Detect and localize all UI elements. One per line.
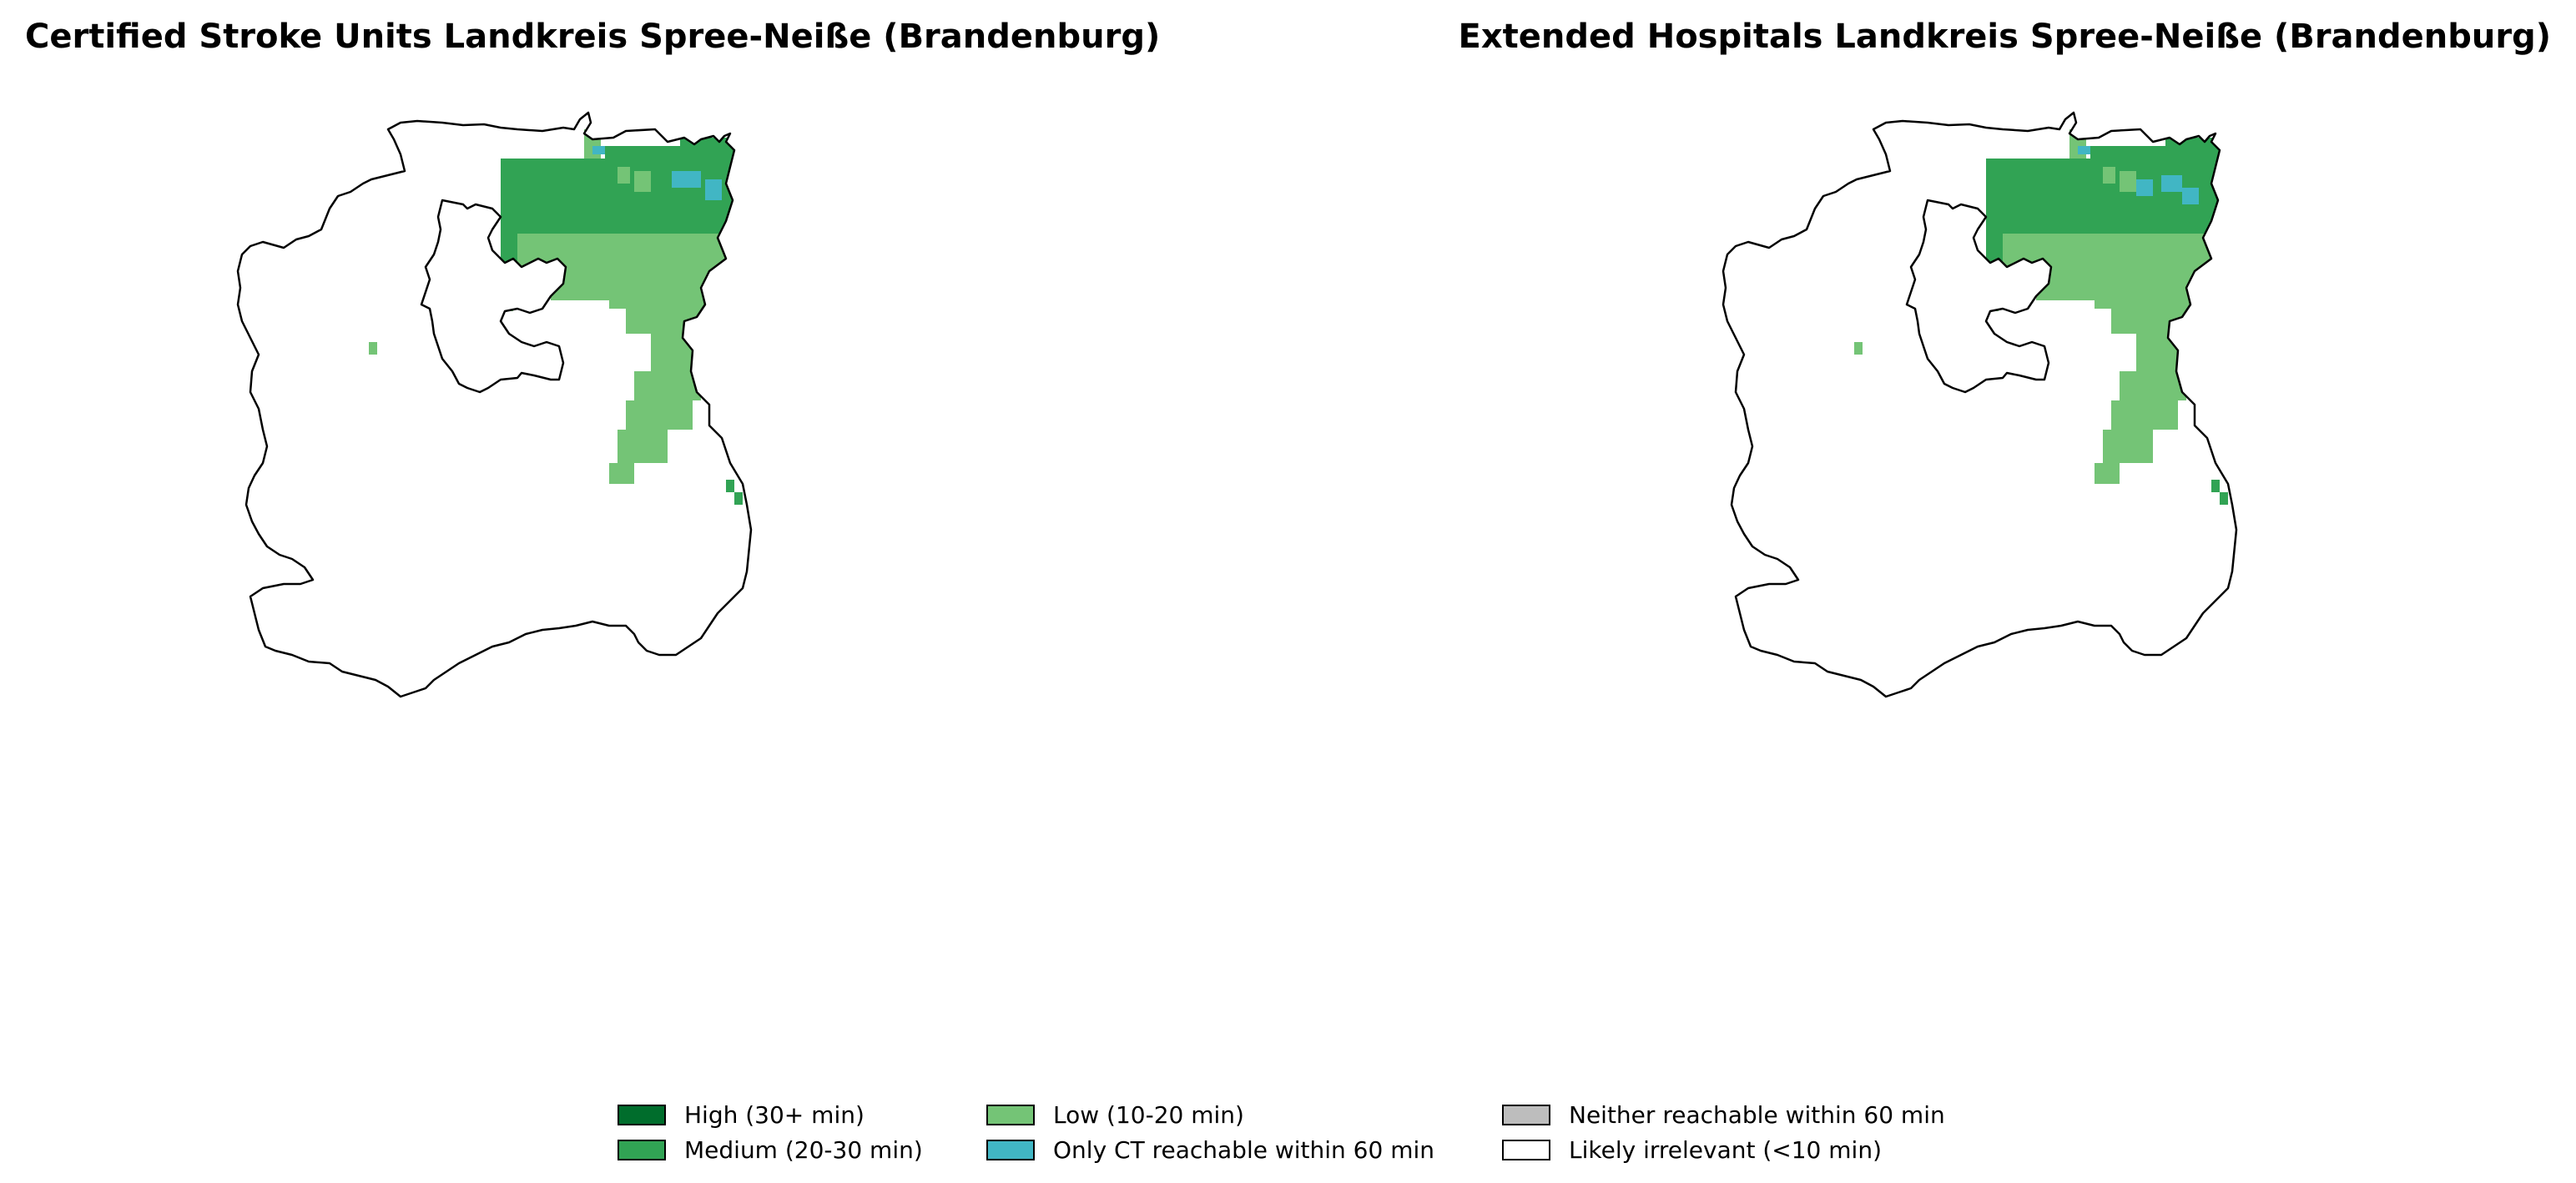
district-map-left (236, 111, 801, 698)
grid-cell-ct (2078, 146, 2090, 154)
map-extended-hospitals (1719, 104, 2387, 939)
legend-item-medium: Medium (20-30 min) (618, 1133, 923, 1166)
legend-swatch-irrelevant (1502, 1139, 1550, 1160)
legend-item-neither: Neither reachable within 60 min (1502, 1098, 1945, 1131)
legend-item-irrelevant: Likely irrelevant (<10 min) (1502, 1133, 1882, 1166)
grid-cell-low (618, 430, 668, 463)
grid-cell-medium (793, 592, 801, 605)
grid-cell-low (2228, 605, 2236, 617)
map-title-extended-hospitals: Extended Hospitals Landkreis Spree-Neiße… (1458, 18, 2551, 56)
legend-item-high: High (30+ min) (618, 1098, 865, 1131)
grid-cell-ct (705, 179, 722, 200)
grid-cell-ct (751, 509, 759, 521)
grid-cell-low (2095, 463, 2120, 484)
grid-cell-medium (2140, 163, 2153, 179)
grid-cell-low (713, 647, 751, 667)
legend-swatch-low (986, 1104, 1035, 1125)
grid-cell-low (2120, 171, 2136, 192)
grid-cell-low (713, 667, 751, 684)
legend-label-high: High (30+ min) (684, 1100, 865, 1129)
grid-cell-medium (2211, 480, 2220, 492)
grid-cell-low (2095, 275, 2220, 309)
district-outline-left (236, 111, 753, 698)
grid-cell-ct (592, 146, 605, 154)
grid-cell-low (369, 342, 377, 355)
accessibility-grid-right (1854, 129, 2295, 684)
grid-cell-low (697, 300, 726, 325)
legend-label-low: Low (10-20 min) (1053, 1100, 1244, 1129)
grid-cell-low (618, 167, 630, 184)
legend-swatch-neither (1502, 1104, 1550, 1125)
legend-label-medium: Medium (20-30 min) (684, 1135, 923, 1164)
grid-cell-low (2182, 300, 2211, 325)
grid-cell-medium (726, 480, 734, 492)
grid-cell-low (743, 605, 751, 617)
grid-cell-low (609, 463, 634, 484)
legend: High (30+ min) Medium (20-30 min) Low (1… (618, 1098, 1986, 1165)
grid-cell-ct (2136, 179, 2153, 196)
legend-item-ct: Only CT reachable within 60 min (986, 1133, 1434, 1166)
grid-cell-ct (672, 171, 701, 188)
legend-label-irrelevant: Likely irrelevant (<10 min) (1569, 1135, 1882, 1164)
grid-cell-low (626, 309, 718, 334)
grid-cell-low (626, 400, 693, 430)
grid-cell-low (705, 630, 751, 647)
grid-cell-low (2145, 371, 2170, 388)
legend-item-low: Low (10-20 min) (986, 1098, 1244, 1131)
grid-cell-low (609, 275, 734, 309)
legend-label-neither: Neither reachable within 60 min (1569, 1100, 1945, 1129)
grid-cell-low (726, 617, 751, 630)
legend-swatch-medium (618, 1139, 666, 1160)
legend-swatch-high (618, 1104, 666, 1125)
district-map-right (1722, 111, 2295, 698)
grid-cell-low (2199, 647, 2236, 667)
grid-cell-medium (2286, 601, 2295, 613)
grid-cell-low (2103, 430, 2153, 463)
grid-cell-ct (759, 521, 776, 534)
grid-cell-ct (2245, 521, 2261, 534)
grid-cell-low (2199, 667, 2236, 684)
accessibility-grid-left (369, 129, 801, 684)
grid-cell-low (2211, 617, 2236, 630)
grid-cell-medium (655, 163, 668, 179)
grid-cell-low (2111, 309, 2203, 334)
grid-cell-low (2190, 630, 2236, 647)
grid-cell-medium (2220, 492, 2228, 505)
grid-cell-ct (2161, 175, 2182, 192)
grid-cell-low (659, 371, 684, 388)
grid-cell-ct (2182, 188, 2199, 204)
map-certified-stroke-units (234, 104, 901, 939)
legend-swatch-ct (986, 1139, 1035, 1160)
grid-cell-medium (734, 492, 743, 505)
map-title-certified-stroke-units: Certified Stroke Units Landkreis Spree-N… (25, 18, 1161, 56)
grid-cell-low (634, 171, 651, 192)
grid-cell-ct (2236, 509, 2245, 521)
legend-label-ct: Only CT reachable within 60 min (1053, 1135, 1435, 1164)
grid-cell-low (2111, 400, 2178, 430)
grid-cell-low (2103, 167, 2115, 184)
grid-cell-low (1854, 342, 1863, 355)
district-outline-right (1722, 111, 2238, 698)
